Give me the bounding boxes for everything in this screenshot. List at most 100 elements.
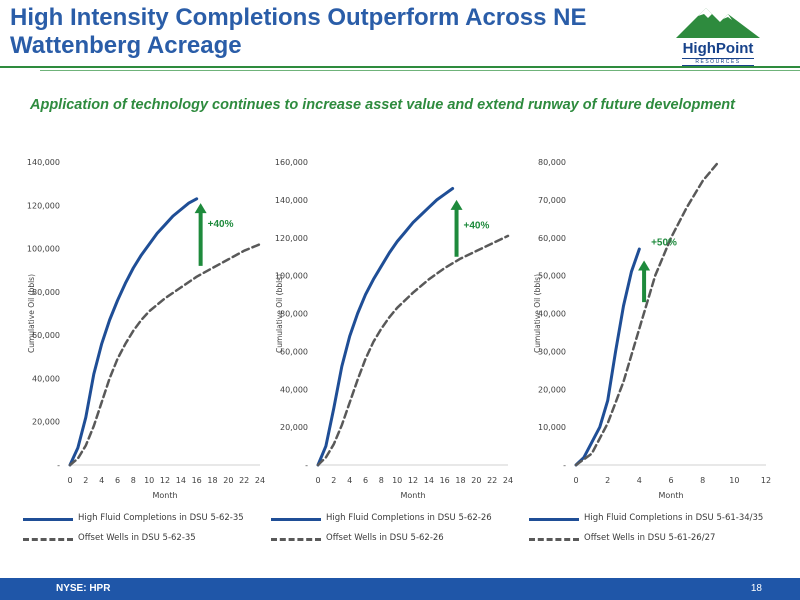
y-tick-label: 40,000: [32, 374, 60, 383]
y-tick-label: 80,000: [280, 310, 308, 319]
x-axis-label: Month: [152, 491, 177, 500]
legend-label: Offset Wells in DSU 5-62-35: [78, 533, 196, 543]
y-tick-label: 140,000: [275, 196, 308, 205]
uplift-arrow-head: [638, 260, 651, 271]
legend-dashed-line: [23, 538, 73, 541]
x-tick-label: 2: [331, 476, 336, 485]
legend-dashed-line: [271, 538, 321, 541]
x-tick-label: 16: [440, 476, 450, 485]
y-axis-label: Cumulative Oil (bbls): [275, 274, 284, 353]
y-tick-label: 80,000: [32, 288, 60, 297]
page-number: 18: [750, 583, 762, 594]
x-tick-label: 0: [315, 476, 320, 485]
legend-item-offset: Offset Wells in DSU 5-62-26: [268, 530, 528, 550]
x-tick-label: 8: [379, 476, 384, 485]
legend-label: High Fluid Completions in DSU 5-62-35: [78, 513, 244, 523]
legend-solid-line: [23, 518, 73, 521]
y-tick-label: 20,000: [538, 385, 566, 394]
x-tick-label: 6: [115, 476, 120, 485]
x-tick-label: 24: [503, 476, 513, 485]
y-tick-label: 20,000: [280, 423, 308, 432]
chart-2-plot: - 20,000 40,000 60,000 80,000 100,000 120,000 1…: [275, 158, 513, 500]
y-tick-label: 160,000: [275, 158, 308, 167]
company-logo: HighPoint RESOURCES: [668, 6, 768, 68]
y-tick-label: 60,000: [280, 347, 308, 356]
high-fluid-line: [574, 247, 641, 467]
x-tick-label: 20: [223, 476, 233, 485]
offset-wells-line: [68, 242, 262, 467]
x-tick-label: 2: [83, 476, 88, 485]
header-divider-thin: [40, 70, 800, 71]
x-tick-label: 10: [144, 476, 154, 485]
logo-text: HighPoint: [682, 40, 754, 57]
logo-subtext: RESOURCES: [682, 58, 754, 66]
slide-subtitle: Application of technology continues to i…: [30, 97, 735, 113]
chart-1-legend: High Fluid Completions in DSU 5-62-35 Of…: [20, 510, 280, 550]
legend-dashed-line: [529, 538, 579, 541]
y-tick-label: 40,000: [538, 310, 566, 319]
x-tick-label: 16: [192, 476, 202, 485]
x-tick-label: 20: [471, 476, 481, 485]
x-tick-label: 12: [160, 476, 170, 485]
y-tick-label: -: [305, 461, 308, 470]
x-tick-label: 2: [605, 476, 610, 485]
high-fluid-line: [68, 197, 199, 467]
legend-label: High Fluid Completions in DSU 5-62-26: [326, 513, 492, 523]
y-axis-label: Cumulative Oil (bbls): [27, 274, 36, 353]
chart-3-legend: High Fluid Completions in DSU 5-61-34/35…: [526, 510, 786, 550]
x-tick-label: 4: [637, 476, 642, 485]
high-fluid-line: [316, 187, 455, 467]
legend-label: High Fluid Completions in DSU 5-61-34/35: [584, 513, 764, 523]
y-tick-label: 40,000: [280, 385, 308, 394]
y-tick-label: 20,000: [32, 418, 60, 427]
x-tick-label: 22: [487, 476, 497, 485]
legend-item-high-fluid: High Fluid Completions in DSU 5-61-34/35: [526, 510, 786, 530]
footer-bar: NYSE: HPR 18: [0, 578, 800, 600]
x-tick-label: 18: [455, 476, 465, 485]
y-tick-label: 30,000: [538, 347, 566, 356]
y-tick-label: 80,000: [538, 158, 566, 167]
legend-item-offset: Offset Wells in DSU 5-62-35: [20, 530, 280, 550]
x-tick-label: 4: [347, 476, 352, 485]
y-tick-label: 120,000: [27, 201, 60, 210]
x-tick-label: 6: [363, 476, 368, 485]
y-tick-label: 60,000: [538, 234, 566, 243]
chart-dsu-5-62-35: - 20,000 40,000 60,000 80,000 100,000 120,000 1…: [20, 150, 280, 550]
uplift-label: +40%: [208, 219, 234, 230]
x-axis-label: Month: [658, 491, 683, 500]
x-tick-label: 22: [239, 476, 249, 485]
mountain-icon: [676, 8, 760, 38]
legend-label: Offset Wells in DSU 5-62-26: [326, 533, 444, 543]
y-tick-label: 100,000: [275, 272, 308, 281]
y-tick-label: 120,000: [275, 234, 308, 243]
y-axis-label: Cumulative Oil (bbls): [533, 274, 542, 353]
y-tick-label: -: [563, 461, 566, 470]
y-tick-label: 100,000: [27, 245, 60, 254]
y-tick-label: 70,000: [538, 196, 566, 205]
chart-dsu-5-61-34-35: - 10,000 20,000 30,000 40,000 50,000 60,000 70,…: [526, 150, 786, 550]
x-tick-label: 0: [67, 476, 72, 485]
y-tick-label: -: [57, 461, 60, 470]
offset-wells-line: [574, 160, 720, 467]
uplift-arrow-head: [450, 199, 463, 210]
y-tick-label: 50,000: [538, 272, 566, 281]
y-tick-label: 10,000: [538, 423, 566, 432]
x-tick-label: 8: [700, 476, 705, 485]
chart-1-plot: - 20,000 40,000 60,000 80,000 100,000 120,000 1…: [27, 158, 265, 500]
legend-item-high-fluid: High Fluid Completions in DSU 5-62-35: [20, 510, 280, 530]
header-divider: [0, 66, 800, 68]
y-tick-label: 140,000: [27, 158, 60, 167]
x-tick-label: 4: [99, 476, 104, 485]
chart-dsu-5-62-26: - 20,000 40,000 60,000 80,000 100,000 120,000 1…: [268, 150, 528, 550]
uplift-label: +40%: [464, 220, 490, 231]
page-title: High Intensity Completions Outperform Ac…: [10, 4, 587, 59]
legend-solid-line: [529, 518, 579, 521]
x-tick-label: 14: [424, 476, 434, 485]
x-tick-label: 14: [176, 476, 186, 485]
x-tick-label: 12: [408, 476, 418, 485]
legend-label: Offset Wells in DSU 5-61-26/27: [584, 533, 716, 543]
chart-3-plot: - 10,000 20,000 30,000 40,000 50,000 60,000 70,…: [533, 158, 771, 500]
x-tick-label: 10: [392, 476, 402, 485]
offset-wells-line: [316, 234, 510, 467]
x-tick-label: 8: [131, 476, 136, 485]
